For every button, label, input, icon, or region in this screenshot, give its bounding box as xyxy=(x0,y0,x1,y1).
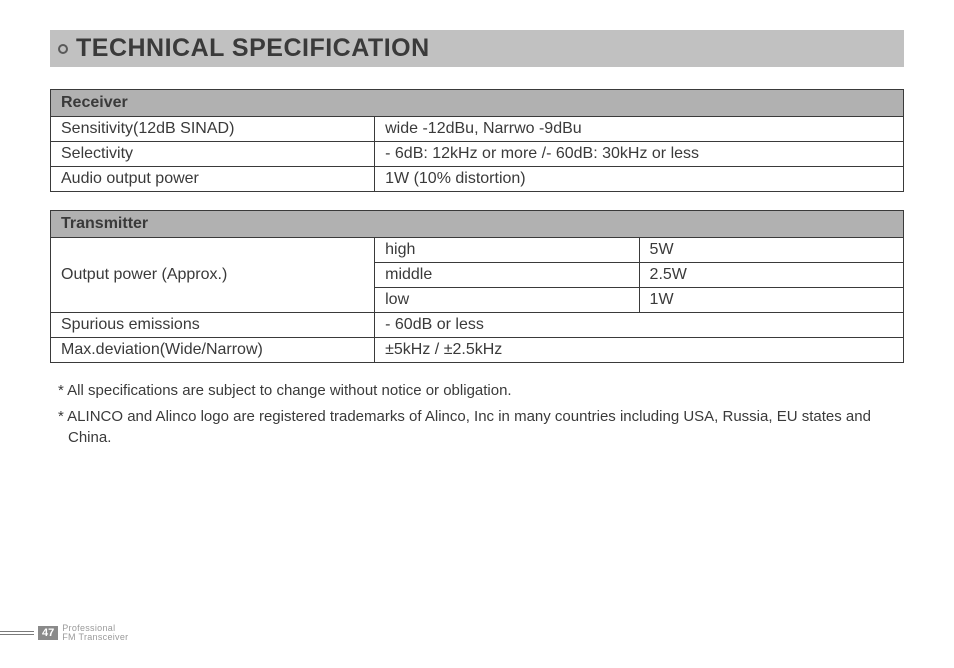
spec-label: Audio output power xyxy=(51,167,375,192)
spec-value: - 6dB: 12kHz or more /- 60dB: 30kHz or l… xyxy=(375,142,904,167)
table-row: Selectivity - 6dB: 12kHz or more /- 60dB… xyxy=(51,142,904,167)
table-row: Audio output power 1W (10% distortion) xyxy=(51,167,904,192)
spec-value: wide -12dBu, Narrwo -9dBu xyxy=(375,117,904,142)
table-row: Output power (Approx.) high 5W xyxy=(51,238,904,263)
output-value: 1W xyxy=(639,288,903,313)
spec-value: ±5kHz / ±2.5kHz xyxy=(375,338,904,363)
section-title-bar: TECHNICAL SPECIFICATION xyxy=(50,30,904,67)
transmitter-header: Transmitter xyxy=(51,211,904,238)
page-number: 47 xyxy=(38,626,58,640)
output-value: 2.5W xyxy=(639,263,903,288)
output-level: low xyxy=(375,288,639,313)
note-text: * ALINCO and Alinco logo are registered … xyxy=(58,407,896,448)
receiver-table: Receiver Sensitivity(12dB SINAD) wide -1… xyxy=(50,89,904,192)
output-value: 5W xyxy=(639,238,903,263)
title-bullet-icon xyxy=(58,44,68,54)
output-level: middle xyxy=(375,263,639,288)
footer-line2: FM Transceiver xyxy=(62,633,128,642)
note-text: * All specifications are subject to chan… xyxy=(58,381,896,401)
spec-label: Selectivity xyxy=(51,142,375,167)
table-row: Max.deviation(Wide/Narrow) ±5kHz / ±2.5k… xyxy=(51,338,904,363)
spec-value: 1W (10% distortion) xyxy=(375,167,904,192)
receiver-header: Receiver xyxy=(51,90,904,117)
page-footer: 47 Professional FM Transceiver xyxy=(0,624,128,642)
footer-lines-icon xyxy=(0,631,36,635)
section-title: TECHNICAL SPECIFICATION xyxy=(76,34,430,63)
table-row: Spurious emissions - 60dB or less xyxy=(51,313,904,338)
notes-section: * All specifications are subject to chan… xyxy=(50,381,904,448)
table-header-row: Transmitter xyxy=(51,211,904,238)
output-power-label: Output power (Approx.) xyxy=(51,238,375,313)
output-level: high xyxy=(375,238,639,263)
spec-value: - 60dB or less xyxy=(375,313,904,338)
spec-label: Sensitivity(12dB SINAD) xyxy=(51,117,375,142)
spec-label: Max.deviation(Wide/Narrow) xyxy=(51,338,375,363)
footer-caption: Professional FM Transceiver xyxy=(62,624,128,642)
table-header-row: Receiver xyxy=(51,90,904,117)
spec-label: Spurious emissions xyxy=(51,313,375,338)
table-row: Sensitivity(12dB SINAD) wide -12dBu, Nar… xyxy=(51,117,904,142)
transmitter-table: Transmitter Output power (Approx.) high … xyxy=(50,210,904,363)
page-content: TECHNICAL SPECIFICATION Receiver Sensiti… xyxy=(0,0,954,448)
